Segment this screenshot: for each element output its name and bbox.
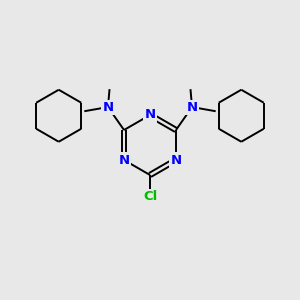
Text: N: N <box>170 154 182 166</box>
Text: Cl: Cl <box>143 190 157 203</box>
Text: N: N <box>118 154 130 166</box>
Text: N: N <box>187 100 198 114</box>
Text: N: N <box>144 109 156 122</box>
Text: N: N <box>102 100 113 114</box>
